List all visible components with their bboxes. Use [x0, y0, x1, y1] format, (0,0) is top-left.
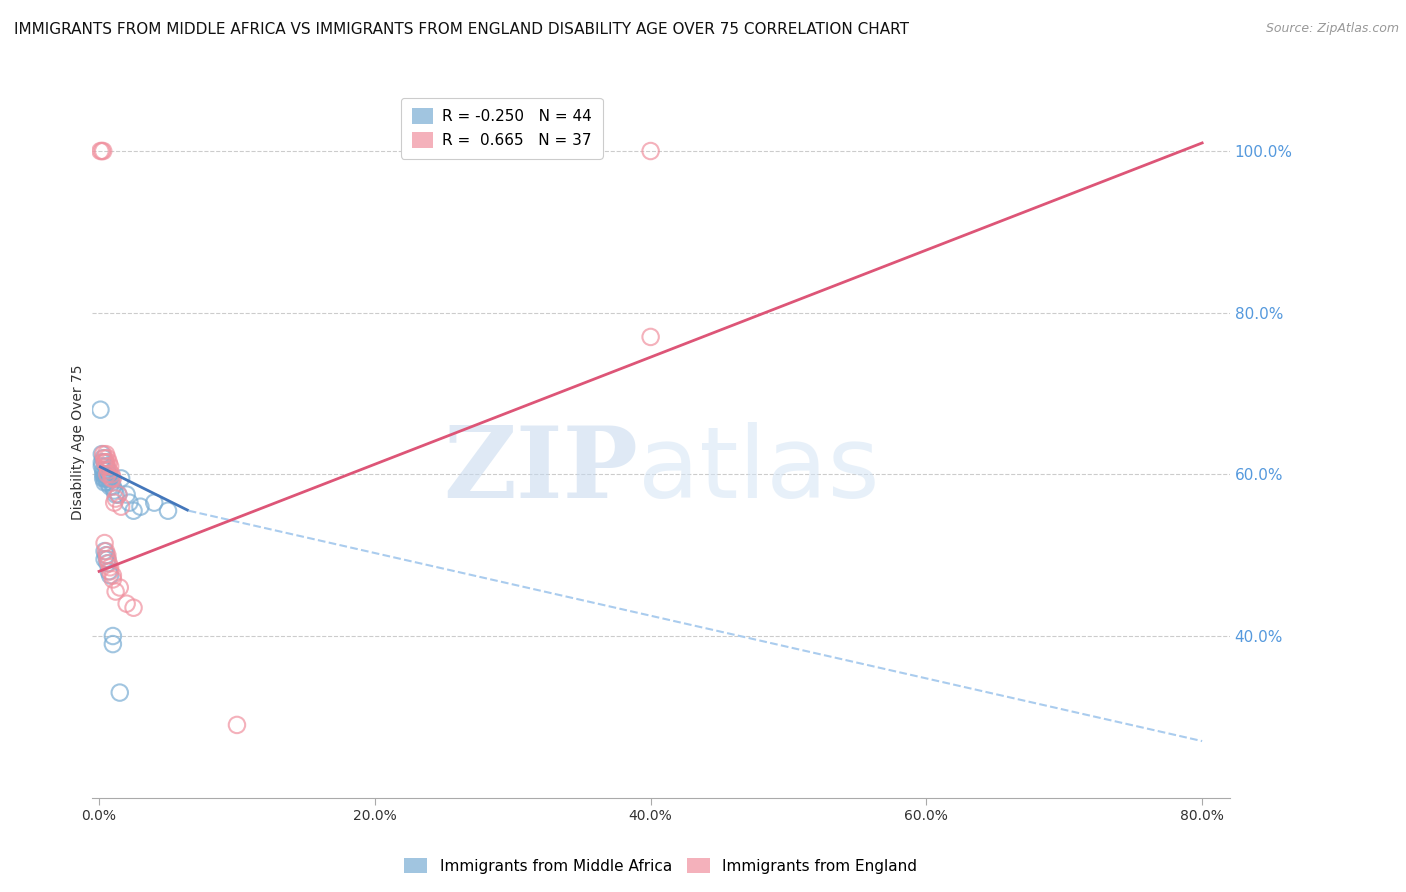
Point: [129, 500, 152, 514]
Point: [89, 402, 111, 417]
Text: ZIP: ZIP: [443, 422, 638, 519]
Point: [97, 556, 120, 570]
Point: [118, 495, 141, 509]
Point: [91, 447, 114, 461]
Point: [91, 467, 114, 482]
Point: [89, 144, 111, 158]
Point: [94, 455, 117, 469]
Point: [96, 459, 118, 474]
Y-axis label: Disability Age Over 75: Disability Age Over 75: [72, 364, 86, 520]
Point: [101, 629, 124, 643]
Point: [108, 685, 131, 699]
Point: [103, 483, 125, 498]
Point: [100, 471, 122, 485]
Point: [91, 144, 114, 158]
Point: [104, 487, 127, 501]
Point: [93, 471, 115, 485]
Text: Source: ZipAtlas.com: Source: ZipAtlas.com: [1265, 22, 1399, 36]
Point: [93, 467, 115, 482]
Point: [107, 487, 129, 501]
Point: [115, 487, 138, 501]
Point: [98, 565, 121, 579]
Point: [93, 451, 115, 466]
Point: [96, 471, 118, 485]
Point: [104, 491, 127, 506]
Point: [110, 471, 132, 485]
Text: atlas: atlas: [638, 422, 880, 519]
Point: [157, 504, 180, 518]
Point: [93, 455, 115, 469]
Point: [96, 552, 118, 566]
Point: [97, 467, 120, 482]
Point: [103, 495, 125, 509]
Point: [93, 455, 115, 469]
Point: [94, 548, 117, 562]
Point: [98, 471, 121, 485]
Point: [226, 718, 249, 732]
Point: [96, 475, 118, 490]
Point: [90, 144, 112, 158]
Point: [110, 500, 132, 514]
Point: [98, 568, 121, 582]
Point: [108, 581, 131, 595]
Point: [94, 447, 117, 461]
Point: [100, 475, 122, 490]
Point: [93, 475, 115, 490]
Point: [100, 467, 122, 482]
Legend: R = -0.250   N = 44, R =  0.665   N = 37: R = -0.250 N = 44, R = 0.665 N = 37: [401, 97, 603, 159]
Point: [101, 479, 124, 493]
Point: [90, 459, 112, 474]
Point: [97, 565, 120, 579]
Point: [93, 552, 115, 566]
Point: [91, 451, 114, 466]
Text: IMMIGRANTS FROM MIDDLE AFRICA VS IMMIGRANTS FROM ENGLAND DISABILITY AGE OVER 75 : IMMIGRANTS FROM MIDDLE AFRICA VS IMMIGRA…: [14, 22, 910, 37]
Point: [104, 584, 127, 599]
Point: [90, 447, 112, 461]
Point: [640, 330, 662, 344]
Point: [96, 467, 118, 482]
Point: [98, 459, 121, 474]
Point: [94, 459, 117, 474]
Point: [94, 471, 117, 485]
Point: [96, 463, 118, 477]
Point: [94, 544, 117, 558]
Point: [122, 600, 145, 615]
Point: [90, 455, 112, 469]
Point: [91, 463, 114, 477]
Point: [143, 495, 166, 509]
Legend: Immigrants from Middle Africa, Immigrants from England: Immigrants from Middle Africa, Immigrant…: [398, 852, 924, 880]
Point: [96, 552, 118, 566]
Point: [93, 536, 115, 550]
Point: [101, 637, 124, 651]
Point: [98, 560, 121, 574]
Point: [107, 487, 129, 501]
Point: [122, 504, 145, 518]
Point: [97, 455, 120, 469]
Point: [94, 467, 117, 482]
Point: [93, 544, 115, 558]
Point: [115, 597, 138, 611]
Point: [96, 548, 118, 562]
Point: [96, 556, 118, 570]
Point: [101, 471, 124, 485]
Point: [97, 463, 120, 477]
Point: [101, 573, 124, 587]
Point: [91, 471, 114, 485]
Point: [640, 144, 662, 158]
Point: [101, 568, 124, 582]
Point: [98, 479, 121, 493]
Point: [97, 471, 120, 485]
Point: [96, 451, 118, 466]
